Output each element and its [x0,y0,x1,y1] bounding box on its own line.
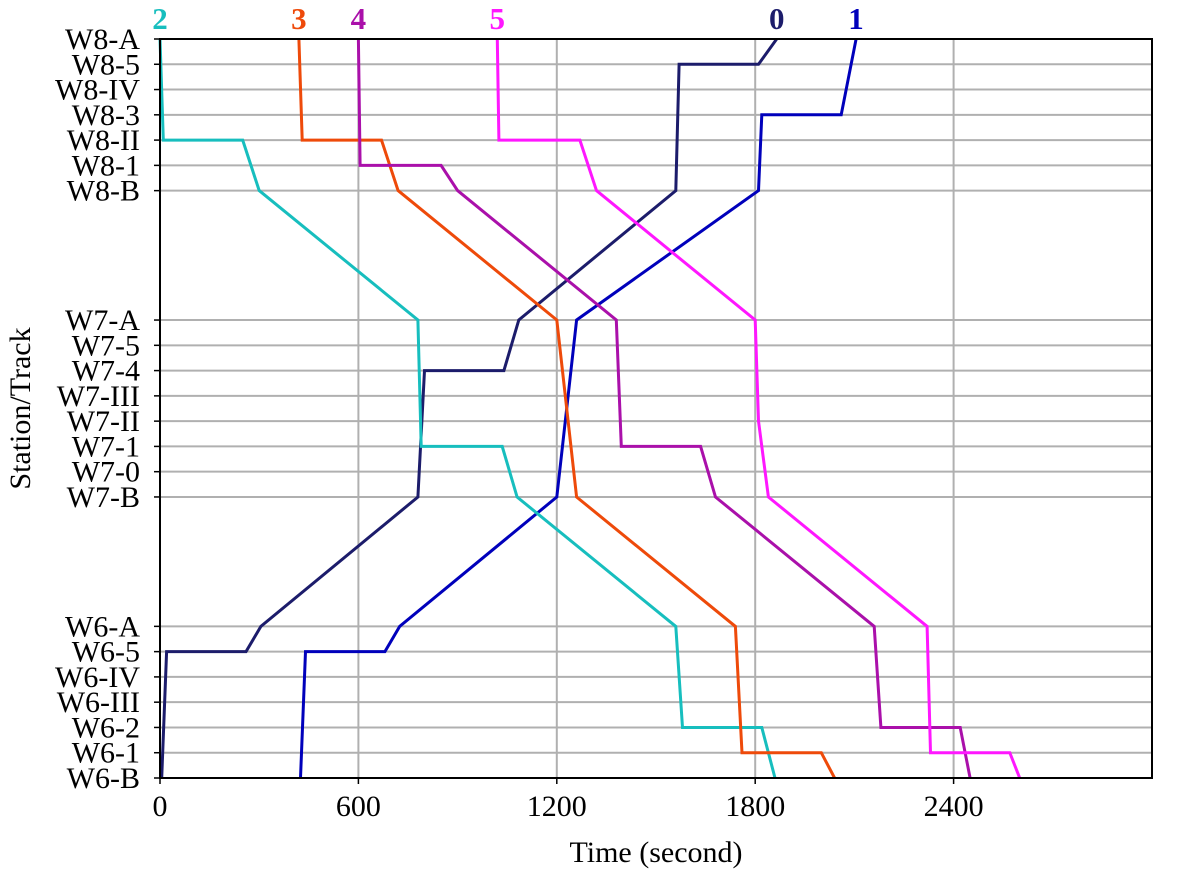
x-tick-label: 2400 [924,790,984,823]
train-label-0: 0 [769,1,785,36]
x-tick-label: 0 [153,790,168,823]
y-tick-label: W8-1 [72,149,140,182]
series-line-train-5 [495,38,1022,779]
y-tick-label: W8-II [67,124,140,157]
train-label-5: 5 [490,1,506,36]
train-label-3: 3 [291,1,307,36]
series-lines [158,38,1022,779]
y-tick-label: W7-1 [72,430,140,463]
x-tick-label: 600 [336,790,381,823]
grid-lines [160,38,1152,779]
train-labels: 0 1 2 3 4 5 [152,1,864,36]
x-tick-label: 1800 [725,790,785,823]
series-line-train-4 [356,38,972,779]
y-tick-label: W7-4 [72,355,140,388]
y-tick-label: W8-IV [55,74,140,107]
y-tick-label: W6-2 [72,711,140,744]
y-axis-title: Station/Track [4,327,37,489]
y-tick-label: W6-5 [72,636,140,669]
y-tick-label: W7-0 [72,456,140,489]
y-tick-label: W8-A [65,23,140,56]
plot-frame [159,38,1153,779]
train-label-1: 1 [848,1,864,36]
y-tick-label: W6-A [65,610,140,643]
y-tick-label: W6-1 [72,737,140,770]
series-line-train-2 [158,38,777,779]
series-line-train-0 [160,38,778,779]
y-tick-label: W7-A [65,304,140,337]
y-tick-labels: W8-AW8-5W8-IVW8-3W8-IIW8-1W8-BW7-AW7-5W7… [55,23,160,795]
y-tick-label: W7-III [57,380,140,413]
y-tick-label: W8-B [67,175,140,208]
x-tick-labels: 0 600 1200 1800 2400 [153,778,984,823]
x-tick-label: 1200 [527,790,587,823]
y-tick-label: W7-B [67,481,140,514]
y-tick-label: W6-III [57,686,140,719]
y-tick-label: W8-3 [72,99,140,132]
series-line-train-3 [297,38,836,779]
x-axis-title: Time (second) [569,836,742,869]
train-label-2: 2 [152,1,168,36]
train-label-4: 4 [351,1,367,36]
y-tick-label: W7-II [67,405,140,438]
y-tick-label: W6-IV [55,661,140,694]
y-tick-label: W6-B [67,762,140,795]
y-tick-label: W8-5 [72,48,140,81]
y-tick-label: W7-5 [72,329,140,362]
